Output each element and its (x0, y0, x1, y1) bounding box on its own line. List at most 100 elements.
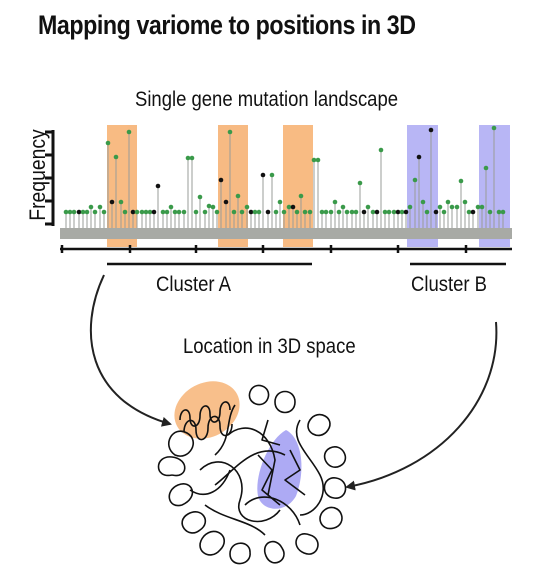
mutation-dot (281, 209, 287, 215)
landscape-label: Single gene mutation landscape (135, 88, 399, 111)
mutation-dot (88, 204, 94, 210)
mutation-dot (286, 204, 292, 210)
mutation-dot (344, 209, 350, 215)
mutation-dot (130, 209, 136, 215)
mutation-dot (218, 177, 224, 183)
mutation-dot (399, 209, 405, 215)
mutation-dot (193, 209, 199, 215)
mutation-dot (126, 129, 132, 135)
mutation-dot (80, 209, 86, 215)
mutation-dot (181, 209, 187, 215)
mutation-dot (134, 209, 140, 215)
mutation-dot (361, 209, 367, 215)
mutation-dot (302, 209, 308, 215)
protein-bar (60, 228, 512, 239)
mutation-dot (164, 209, 170, 215)
mutation-dot (168, 204, 174, 210)
mutation-dot (235, 193, 241, 199)
mutation-dot (151, 209, 157, 215)
mutation-dot (269, 172, 275, 178)
mutation-dot (340, 204, 346, 210)
mutation-dot (382, 209, 388, 215)
mutation-dot (403, 209, 409, 215)
mutation-dot (332, 199, 338, 205)
mutation-dot (328, 209, 334, 215)
mutation-dot (113, 154, 119, 160)
mutation-dot (227, 129, 233, 135)
mutation-dot (202, 209, 208, 215)
mutation-dot (277, 199, 283, 205)
mutation-dot (172, 209, 178, 215)
mutation-dot (462, 199, 468, 205)
mutation-dot (252, 209, 258, 215)
mutation-dot (231, 209, 237, 215)
mutation-dot (97, 204, 103, 210)
mutation-dot (223, 199, 229, 205)
mutation-dot (189, 155, 195, 161)
mutation-dot (433, 209, 439, 215)
mutation-dot (206, 203, 212, 209)
mutation-dot (63, 209, 69, 215)
mutation-dot (265, 209, 271, 215)
mutation-dot (160, 209, 166, 215)
mutation-dot (239, 209, 245, 215)
mutation-dot (315, 157, 321, 163)
mutation-dot (294, 209, 300, 215)
figure-title: Mapping variome to positions in 3D (38, 10, 416, 40)
mutation-dot (71, 209, 77, 215)
mutation-dot (420, 199, 426, 205)
mutation-dot (244, 204, 250, 210)
mutation-dot (437, 204, 443, 210)
mutation-dot (273, 209, 279, 215)
mutation-dot (67, 209, 73, 215)
mutation-dot (365, 204, 371, 210)
mutation-dot (139, 209, 145, 215)
y-axis (45, 130, 55, 226)
mutation-dot (391, 209, 397, 215)
mutation-dot (319, 209, 325, 215)
mutation-dot (155, 183, 161, 189)
mutation-dot (349, 209, 355, 215)
mutation-dot (454, 204, 460, 210)
cluster-b-label: Cluster B (411, 273, 487, 296)
mutation-dot (496, 209, 502, 215)
mutation-dot (197, 194, 203, 200)
mutation-dot (370, 209, 376, 215)
mutation-dot (428, 127, 434, 133)
mutation-dot (118, 199, 124, 205)
mutation-dot (256, 209, 262, 215)
mutation-dot (386, 209, 392, 215)
mutation-dot (210, 204, 216, 210)
mutation-dot (336, 209, 342, 215)
mutation-dot (298, 193, 304, 199)
mutation-dot (248, 209, 254, 215)
mutation-dot (466, 209, 472, 215)
mutation-dot (424, 209, 430, 215)
mutation-dot (76, 209, 82, 215)
structure-label: Location in 3D space (183, 335, 356, 358)
mutation-dot (185, 155, 191, 161)
protein-structure-icon (157, 381, 347, 565)
mutation-dot (416, 154, 422, 160)
mutation-dot (491, 125, 497, 131)
mutation-dot (84, 209, 90, 215)
mutation-dot (479, 204, 485, 210)
mutation-dot (483, 165, 489, 171)
cluster-a-label: Cluster A (156, 273, 231, 296)
mutation-dot (143, 209, 149, 215)
mutation-dot (487, 209, 493, 215)
mutation-dot (105, 140, 111, 146)
mutation-dot (307, 209, 313, 215)
mutation-dot (147, 209, 153, 215)
mutation-dot (122, 209, 128, 215)
mutation-dot (311, 157, 317, 163)
mutation-dot (378, 147, 384, 153)
mutation-dot (101, 209, 107, 215)
mutation-dot (214, 209, 220, 215)
mutation-dot (260, 172, 266, 178)
mutation-dot (445, 199, 451, 205)
mutation-dot (374, 209, 380, 215)
mutation-dot (470, 209, 476, 215)
curved-arrow-icon (345, 321, 498, 491)
